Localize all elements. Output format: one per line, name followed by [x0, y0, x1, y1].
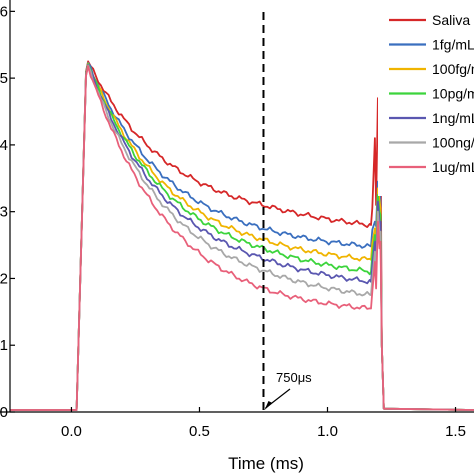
y-tick-label: 2: [0, 270, 8, 287]
vline-layer: 750μs: [262, 12, 312, 412]
x-tick-label: 0.5: [189, 423, 210, 440]
series-line-100fg-ml: [10, 62, 474, 411]
x-tick-label: 1.0: [317, 423, 338, 440]
series-line-100ng-ml: [10, 64, 474, 411]
x-tick-label: 0.0: [61, 423, 82, 440]
legend-label: 1ug/mL: [432, 159, 474, 175]
y-tick-label: 1: [0, 337, 8, 354]
x-axis-title: Time (ms): [228, 454, 304, 473]
series-line-1ug-ml: [10, 65, 474, 411]
legend-label: 1ng/mL: [432, 110, 474, 126]
legend-label: Saliva: [432, 12, 470, 28]
legend-label: 100ng/mL: [432, 135, 474, 151]
y-tick-label: 6: [0, 3, 8, 20]
axes-layer: 0.0 0.5 1.0 1.5 0 1 2 3 4 5 6: [0, 0, 474, 440]
legend-label: 10pg/mL: [432, 86, 474, 102]
series-line-1fg-ml: [10, 61, 474, 411]
arrow-head-icon: [264, 401, 273, 410]
y-tick-label: 5: [0, 70, 8, 87]
series-line-1ng-ml: [10, 63, 474, 411]
legend-label: 1fg/mL: [432, 37, 474, 53]
series-line-saliva: [10, 60, 474, 411]
y-tick-label: 4: [0, 137, 8, 154]
y-tick-label: 3: [0, 204, 8, 221]
legend: Saliva 1fg/mL 100fg/mL 10pg/mL 1ng/mL 100ng/m…: [378, 6, 474, 196]
series-layer: [10, 60, 474, 411]
series-line-10pg-ml: [10, 63, 474, 411]
legend-label: 100fg/mL: [432, 61, 474, 77]
y-tick-label: 0: [0, 404, 8, 421]
x-tick-label: 1.5: [445, 423, 466, 440]
legend-background: [378, 6, 474, 196]
vline-annotation-label: 750μs: [276, 370, 312, 385]
